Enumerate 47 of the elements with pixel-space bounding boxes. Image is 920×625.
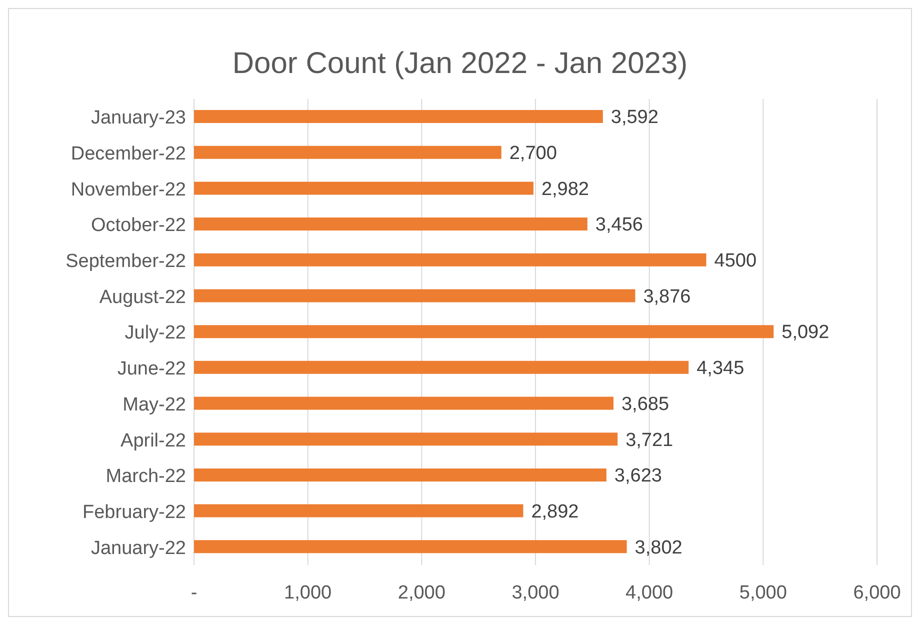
bar [194, 360, 689, 374]
chart-title: Door Count (Jan 2022 - Jan 2023) [231, 47, 689, 82]
data-label: 3,721 [626, 430, 674, 451]
data-label: 2,892 [531, 501, 579, 522]
y-tick-label: July-22 [124, 322, 186, 344]
bar [194, 182, 534, 195]
y-tick-label: November-22 [70, 179, 186, 200]
data-label: 2,700 [509, 142, 557, 164]
y-tick-label: June-22 [117, 358, 186, 380]
x-tick-label: 2,000 [398, 582, 446, 604]
x-tick-label: 5,000 [739, 582, 787, 604]
bar [194, 253, 706, 266]
y-tick-label: December-22 [70, 144, 186, 165]
x-tick-label: 6,000 [853, 582, 901, 604]
y-tick-label: February-22 [82, 502, 186, 523]
y-tick-label: April-22 [120, 430, 186, 452]
data-label: 3,685 [621, 394, 670, 415]
y-tick-label: May-22 [122, 394, 186, 416]
x-tick-label: 3,000 [512, 582, 560, 604]
data-label: 3,456 [595, 214, 643, 236]
data-label: 3,802 [634, 537, 682, 558]
y-tick-label: January-22 [90, 538, 186, 559]
data-label: 4500 [714, 250, 757, 272]
x-tick-label: 4,000 [626, 582, 674, 604]
bar [194, 110, 603, 123]
data-label: 3,592 [610, 107, 658, 128]
data-label: 3,876 [643, 286, 691, 308]
data-label: 2,982 [541, 178, 589, 200]
bar [194, 396, 614, 410]
bar [194, 289, 636, 302]
x-tick-label: - [190, 582, 198, 604]
bar [194, 468, 606, 482]
y-tick-label: January-23 [90, 108, 186, 129]
bar [194, 325, 774, 338]
bar [194, 146, 502, 159]
bar [194, 432, 618, 446]
data-label: 5,092 [782, 322, 830, 344]
bar [194, 218, 588, 231]
y-tick-label: August-22 [99, 286, 186, 308]
y-tick-label: March-22 [106, 466, 186, 488]
x-tick-label: 1,000 [284, 582, 332, 604]
y-tick-label: September-22 [66, 251, 186, 272]
data-label: 4,345 [696, 358, 744, 380]
bar [194, 504, 524, 518]
data-label: 3,623 [614, 466, 662, 487]
y-tick-label: October-22 [90, 215, 186, 236]
bar [194, 540, 627, 554]
